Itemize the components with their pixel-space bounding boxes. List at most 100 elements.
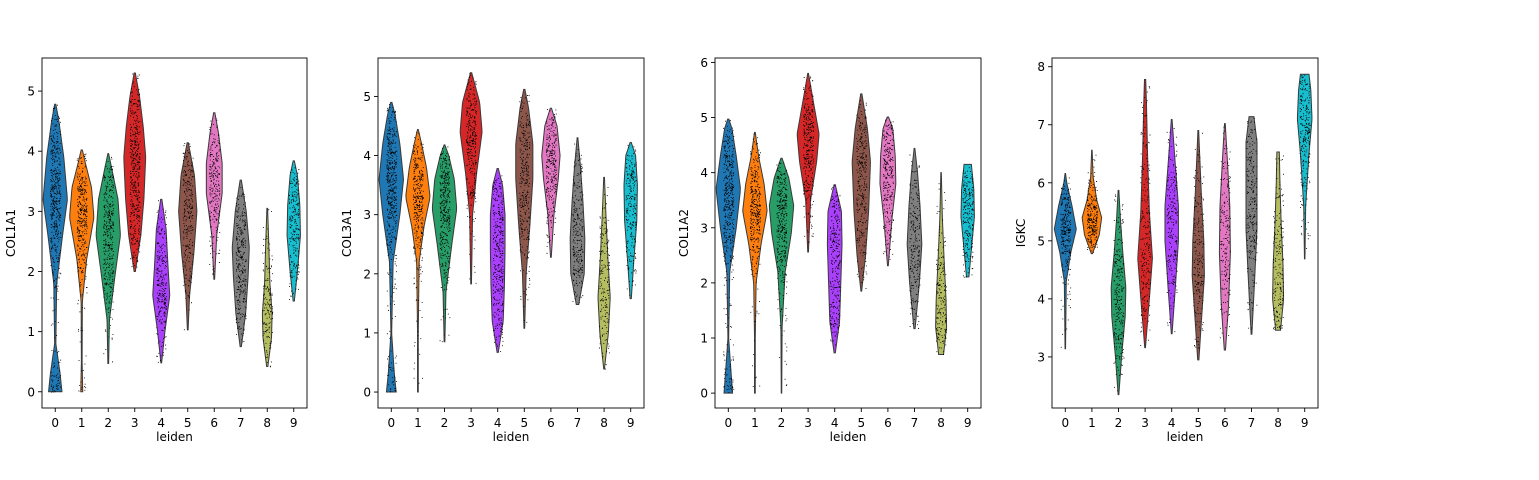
plot-frame [41,57,308,409]
violin-points [209,117,221,276]
y-tick-label: 3 [1037,350,1045,364]
violin-body [742,131,768,394]
x-tick-label: 1 [1088,416,1096,430]
x-axis-label: leiden [493,430,530,444]
violin-cluster-9 [1296,73,1313,260]
plot-frame [377,57,645,409]
violin-body [1137,78,1153,349]
y-tick-label: 2 [27,265,35,279]
plot-frame [1051,57,1319,409]
x-tick-label: 3 [1141,416,1149,430]
x-tick-label: 0 [1061,416,1069,430]
x-tick-label: 2 [1115,416,1123,430]
x-tick-label: 8 [1274,416,1282,430]
violin-cluster-7 [906,147,923,330]
violin-body [489,168,506,353]
violin-body [935,172,948,356]
x-tick-label: 7 [911,416,919,430]
x-tick-label: 7 [1248,416,1256,430]
violin-points [803,76,814,243]
y-axis-label: COL1A1 [4,209,18,257]
x-tick-label: 0 [51,416,59,430]
violin-body [231,179,250,348]
violin-cluster-7 [1245,116,1258,335]
y-tick-label: 1 [700,332,708,346]
violin-points [829,184,841,346]
violin-points [723,119,735,393]
x-tick-label: 8 [600,416,608,430]
y-tick-label: 0 [27,385,35,399]
y-axis-label: COL1A2 [677,209,691,257]
y-tick-label: 3 [700,221,708,235]
violin-body [1218,123,1231,351]
violin-cluster-4 [826,184,843,354]
violin-points [1246,118,1258,330]
y-axis-label: IGKC [1014,219,1028,247]
y-tick-label: 4 [363,149,371,163]
violin-body [152,198,171,364]
y-tick-label: 5 [1037,234,1045,248]
violin-points [776,162,788,386]
violin-points [599,187,611,370]
violin-points [103,156,115,363]
x-tick-label: 6 [547,416,555,430]
x-tick-label: 3 [467,416,475,430]
violin-cluster-9 [960,163,975,278]
violin-cluster-3 [1137,78,1153,349]
violin-panel-col1a2: 0 1 2 3 4 5 6 0 1 2 3 4 5 6 7 8 9 leiden COL1A2 [677,56,982,444]
violin-cluster-2 [768,157,795,394]
y-tick-label: 1 [363,326,371,340]
y-axis-label: COL3A1 [340,209,354,257]
y-tick-label: 0 [363,386,371,400]
plot-frame [714,57,982,409]
violin-body [459,72,483,285]
violin-points [625,144,637,296]
violin-points [545,109,557,254]
x-tick-label: 9 [964,416,972,430]
violin-body [178,142,198,331]
y-tick-label: 2 [363,267,371,281]
x-tick-label: 1 [78,416,86,430]
x-tick-label: 7 [237,416,245,430]
violin-cluster-6 [1218,123,1231,351]
violin-points [936,183,948,355]
violin-cluster-0 [1053,173,1077,350]
violin-cluster-6 [541,107,561,258]
x-tick-label: 0 [724,416,732,430]
x-tick-label: 5 [1194,416,1202,430]
x-tick-label: 8 [263,416,271,430]
violin-body [768,157,795,394]
violin-body [597,176,611,370]
violin-body [623,142,638,300]
x-axis-label: leiden [156,430,193,444]
y-tick-label: 5 [700,111,708,125]
x-tick-label: 3 [804,416,812,430]
x-axis-label: leiden [1167,430,1204,444]
violin-body [1272,151,1285,331]
violin-body [515,88,534,329]
y-tick-label: 7 [1037,118,1045,132]
x-tick-label: 5 [857,416,865,430]
violin-cluster-4 [1164,119,1179,335]
violin-body [205,112,223,280]
x-tick-label: 9 [290,416,298,430]
y-tick-label: 6 [1037,176,1045,190]
violin-body [826,184,843,354]
x-tick-label: 9 [627,416,635,430]
violin-cluster-4 [489,168,506,353]
violin-cluster-2 [1110,189,1127,396]
violin-body [1110,189,1127,396]
violin-cluster-3 [796,72,820,253]
violin-points [76,153,88,392]
violin-cluster-3 [123,72,147,272]
violin-cluster-0 [378,101,405,393]
violin-body [378,101,405,393]
x-tick-label: 3 [131,416,139,430]
x-tick-label: 2 [441,416,449,430]
violin-cluster-1 [1081,149,1103,255]
y-tick-label: 6 [700,56,708,70]
y-tick-label: 0 [700,387,708,401]
violin-cluster-7 [569,137,586,306]
violin-body [1296,73,1313,260]
violin-cluster-3 [459,72,483,285]
